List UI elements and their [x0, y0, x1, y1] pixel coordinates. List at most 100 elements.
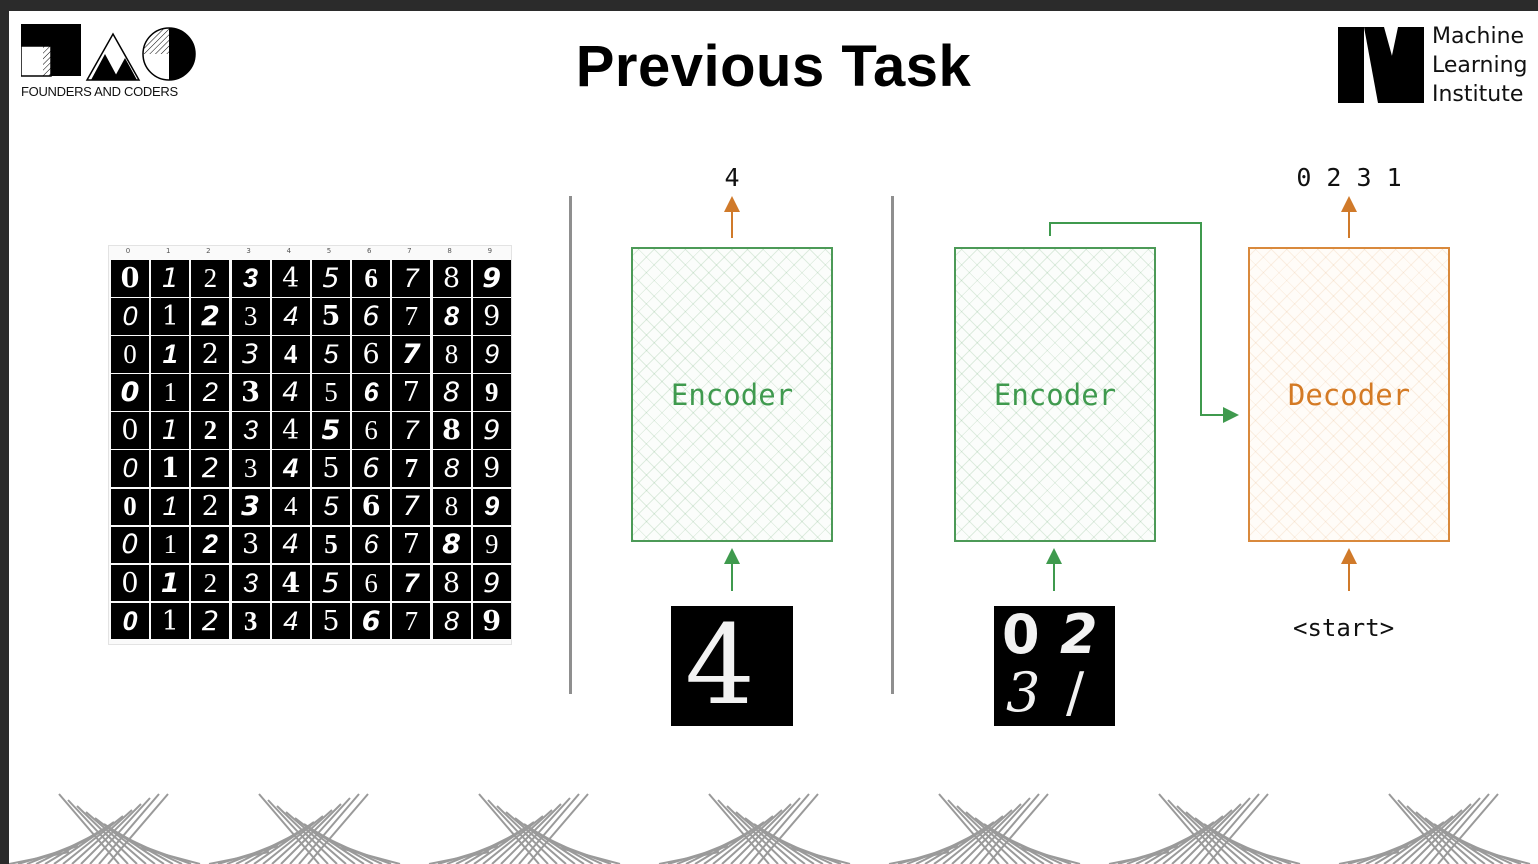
mnist-digit-cell: 4 [271, 412, 310, 449]
hatch-line [956, 805, 1018, 864]
column-label: 8 [447, 247, 452, 255]
hatch-line [947, 799, 1009, 864]
hatch-line [267, 799, 329, 864]
hatch-line [1176, 805, 1238, 864]
mnist-digit-cell: 8 [432, 336, 471, 373]
encoder-label-single: Encoder [670, 377, 794, 412]
hatch-line [478, 793, 540, 864]
mnist-digit-cell: 3 [231, 564, 270, 602]
mnist-digit-cell: 6 [352, 374, 391, 411]
mnist-digit-cell: 4 [271, 450, 310, 487]
hatch-line [1392, 815, 1454, 864]
mnist-digit-cell: 0 [111, 374, 149, 411]
hatch-line [942, 815, 1004, 864]
input-image-four-digits: 0 2 3 / [994, 606, 1115, 726]
mnist-digit-cell: 4 [271, 298, 310, 335]
mnist-digit-cell: 8 [432, 450, 471, 487]
hatch-line [276, 805, 338, 864]
mnist-digit-cell: 0 [111, 260, 149, 297]
mnist-digit-cell: 1 [151, 298, 190, 335]
encoder-box-sequence: Encoder [954, 247, 1156, 542]
encoder-label-sequence: Encoder [993, 377, 1117, 412]
hatch-line [1415, 811, 1477, 864]
mnist-digit-cell: 5 [311, 260, 350, 297]
hatch-line [1158, 793, 1220, 864]
mnist-digit-cell: 1 [151, 602, 190, 640]
column-label: 9 [487, 247, 493, 255]
hatch-line [258, 793, 320, 864]
mnist-digit-cell: 8 [432, 412, 471, 449]
hatch-line [139, 847, 201, 864]
hatch-line [464, 827, 526, 864]
mnist-digit-cell: 5 [311, 564, 350, 602]
mnist-digit-cell: 0 [111, 450, 149, 487]
mnist-digit-cell: 8 [432, 564, 471, 602]
mnist-digit-cell: 7 [392, 260, 431, 297]
mnist-digit-cell: 2 [191, 374, 230, 411]
mnist-digit-cell: 2 [191, 412, 230, 449]
mnist-digit-cell: 6 [352, 336, 391, 373]
mnist-digit-cell: 7 [392, 374, 431, 411]
mnist-digit-cell: 3 [231, 298, 270, 335]
mnist-digit-cell: 8 [432, 298, 471, 335]
hatch-line [739, 797, 801, 864]
hatch-line [487, 799, 549, 864]
mnist-digit-cell: 7 [392, 450, 431, 487]
single-output-label: 4 [724, 163, 740, 192]
hatch-line [1153, 821, 1215, 864]
mli-line-1: Machine [1432, 24, 1525, 49]
hatch-line [496, 805, 558, 864]
hatch-line [262, 815, 324, 864]
mnist-digit-cell: 8 [432, 488, 471, 526]
mnist-digit-cell: 0 [111, 602, 149, 640]
hatch-line [965, 811, 1027, 864]
mnist-digit-cell: 6 [352, 488, 391, 526]
column-labels: 0 1 2 3 4 5 6 7 8 9 [109, 247, 511, 257]
hatch-line [1383, 821, 1445, 864]
hatch-line [708, 793, 770, 864]
mli-line-3: Institute [1432, 82, 1524, 107]
mnist-digit-cell: 8 [432, 526, 471, 564]
mnist-digit-cell: 4 [271, 336, 310, 373]
mnist-digit-cell: 3 [231, 488, 270, 526]
mnist-digit-cell: 9 [472, 412, 511, 449]
founders-and-coders-caption: FOUNDERS AND CODERS [21, 84, 178, 99]
hatch-line [1239, 847, 1301, 864]
mnist-digit-cell: 3 [231, 450, 270, 487]
hatch-line [1406, 805, 1468, 864]
mnist-digit-cell: 3 [231, 260, 270, 297]
mnist-digit-cell: 5 [311, 602, 350, 640]
hatch-line [76, 805, 138, 864]
mnist-digit-cell: 1 [151, 450, 190, 487]
decoder-box: Decoder [1248, 247, 1450, 542]
mnist-digit-cell: 3 [231, 602, 270, 640]
mnist-digit-cell: 7 [392, 564, 431, 602]
mnist-digit-cell: 2 [191, 260, 230, 297]
mnist-digit-cell: 6 [352, 412, 391, 449]
hatch-line [933, 821, 995, 864]
mnist-digit-cell: 8 [432, 602, 471, 640]
mnist-digit-cell: 9 [472, 336, 511, 373]
mnist-digit-cell: 4 [271, 564, 310, 602]
mnist-digit-cell: 4 [271, 374, 310, 411]
input-digit-4: 4 [685, 606, 755, 726]
mli-logo-mark [1338, 27, 1424, 103]
mnist-digit-cell: 8 [432, 260, 471, 297]
mnist-digit-cell: 0 [111, 298, 149, 335]
input-digit-2: 2 [1060, 606, 1098, 666]
founders-and-coders-logo [21, 24, 196, 81]
hatch-line [717, 799, 779, 864]
mnist-digit-cell: 9 [472, 488, 511, 526]
mli-line-2: Learning [1432, 53, 1528, 78]
hatch-line [1397, 799, 1459, 864]
mnist-digit-cell: 0 [111, 526, 149, 564]
mnist-digit-cell: 2 [191, 526, 230, 564]
mnist-digit-cell: 5 [311, 336, 350, 373]
hatch-line [482, 815, 544, 864]
hatch-line [505, 811, 567, 864]
slide-title: Previous Task [575, 34, 972, 99]
mnist-digit-cell: 7 [392, 488, 431, 526]
mnist-digit-cell: 5 [311, 488, 350, 526]
